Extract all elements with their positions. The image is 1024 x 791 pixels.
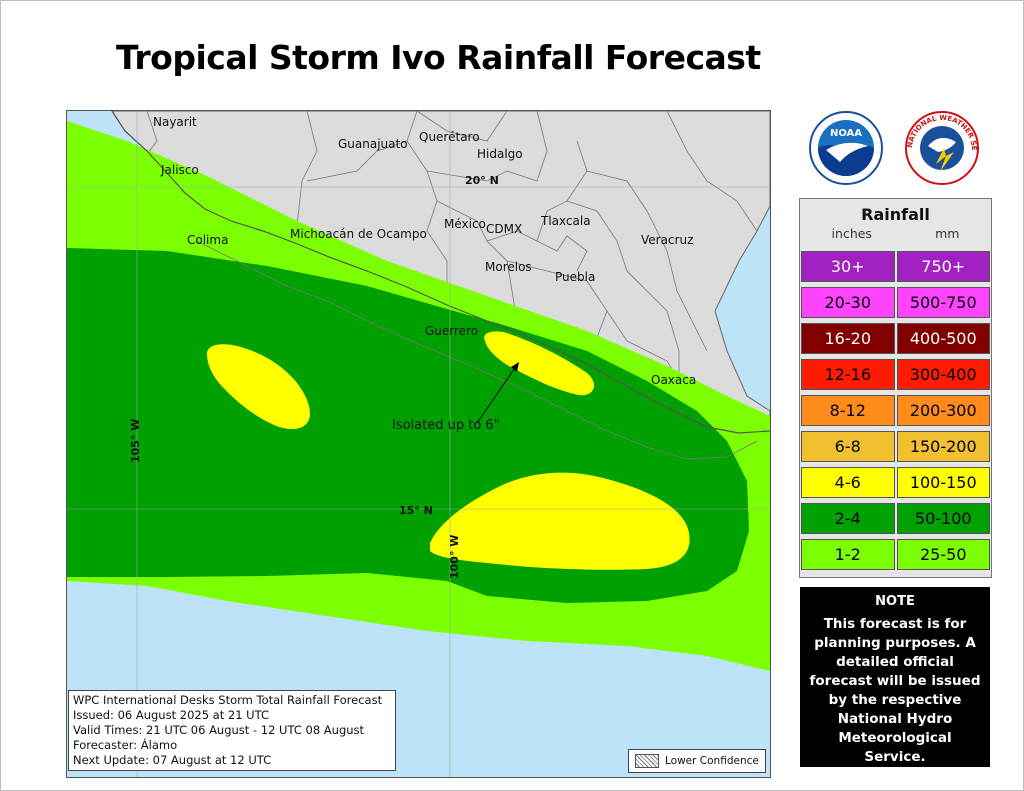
legend-row: 8-12 200-300 [800, 395, 991, 426]
lat-15-label: 15° N [399, 504, 433, 517]
forecast-info-box: WPC International Desks Storm Total Rain… [68, 690, 396, 771]
place-label-tlaxcala: Tlaxcala [540, 214, 591, 228]
state-boundaries [141, 111, 758, 413]
info-line-issued: Issued: 06 August 2025 at 21 UTC [73, 708, 269, 722]
place-label-morelos: Morelos [485, 260, 532, 274]
place-label-michoac-n-de-ocampo: Michoacán de Ocampo [290, 227, 427, 241]
legend-cell-inches: 16-20 [801, 323, 895, 354]
place-label-hidalgo: Hidalgo [477, 147, 523, 161]
page-title: Tropical Storm Ivo Rainfall Forecast [116, 38, 761, 77]
noaa-logo-text: NOAA [830, 128, 862, 139]
legend-row: 4-6 100-150 [800, 467, 991, 498]
legend-row: 6-8 150-200 [800, 431, 991, 462]
legend-cell-mm: 750+ [896, 251, 990, 282]
legend-title: Rainfall [861, 205, 930, 224]
legend-row: 12-16 300-400 [800, 359, 991, 390]
rainfall-map: Nayarit Jalisco Colima Michoacán de Ocampo G… [66, 110, 771, 778]
legend-cell-inches: 2-4 [801, 503, 895, 534]
legend-row: 1-2 25-50 [800, 539, 991, 570]
place-label-colima: Colima [187, 233, 228, 247]
legend-header: Rainfall inches mm [800, 199, 991, 246]
place-label-oaxaca: Oaxaca [651, 373, 696, 387]
legend-unit-inches: inches [831, 226, 872, 241]
legend-cell-inches: 8-12 [801, 395, 895, 426]
place-label-nayarit: Nayarit [153, 115, 197, 129]
coastline [111, 111, 770, 434]
note-title: NOTE [875, 594, 915, 609]
lat-20-label: 20° N [465, 174, 499, 187]
legend-cell-mm: 100-150 [896, 467, 990, 498]
legend-row: 20-30 500-750 [800, 287, 991, 318]
legend-cell-inches: 1-2 [801, 539, 895, 570]
legend-rows: 30+ 750+ 20-30 500-750 16-20 400-500 12-16 300-… [800, 251, 991, 570]
graticule [67, 111, 770, 777]
info-line-product: WPC International Desks Storm Total Rain… [73, 693, 383, 707]
place-labels: Nayarit Jalisco Colima Michoacán de Ocampo G… [153, 115, 696, 387]
place-label-guanajuato: Guanajuato [338, 137, 408, 151]
legend-cell-inches: 6-8 [801, 431, 895, 462]
place-label-veracruz: Veracruz [641, 233, 693, 247]
band-4-6-inches-north [484, 331, 594, 396]
legend-cell-inches: 30+ [801, 251, 895, 282]
lon-105-label: 105° W [129, 419, 142, 463]
rainfall-legend: Rainfall inches mm 30+ 750+ 20-30 500-750 16… [799, 198, 992, 578]
legend-cell-mm: 500-750 [896, 287, 990, 318]
info-line-forecaster: Forecaster: Álamo [73, 738, 178, 752]
hatch-swatch-icon [635, 754, 659, 768]
band-4-6-inches-west [206, 344, 310, 430]
logos-canvas: NOAA NATIONAL WEATHER SERVICE [797, 104, 979, 185]
inland-boundary [196, 240, 758, 460]
annotation-label: Isolated up to 6" [392, 418, 500, 433]
place-label-guerrero: Guerrero [425, 324, 478, 338]
legend-cell-mm: 25-50 [896, 539, 990, 570]
legend-row: 30+ 750+ [800, 251, 991, 282]
info-line-valid: Valid Times: 21 UTC 06 August - 12 UTC 0… [73, 723, 365, 737]
lower-confidence-label: Lower Confidence [665, 755, 759, 767]
info-line-next-update: Next Update: 07 August at 12 UTC [73, 753, 272, 767]
lon-100-label: 100° W [448, 535, 461, 579]
place-label-puebla: Puebla [555, 270, 595, 284]
legend-unit-mm: mm [935, 226, 960, 241]
note-box: NOTE This forecast is for planning purpo… [800, 587, 990, 767]
agency-logos: NOAA NATIONAL WEATHER SERVICE [797, 104, 990, 190]
note-text: This forecast is for planning purposes. … [809, 616, 981, 765]
legend-cell-mm: 300-400 [896, 359, 990, 390]
noaa-logo-icon: NOAA [809, 111, 883, 185]
legend-cell-mm: 150-200 [896, 431, 990, 462]
legend-cell-mm: 50-100 [896, 503, 990, 534]
place-label-m-xico: México [444, 217, 486, 231]
legend-units: inches mm [800, 226, 991, 241]
legend-row: 2-4 50-100 [800, 503, 991, 534]
place-label-quer-taro: Querétaro [419, 130, 480, 144]
place-label-cdmx: CDMX [486, 222, 522, 236]
map-canvas: Nayarit Jalisco Colima Michoacán de Ocampo G… [67, 111, 770, 777]
place-label-jalisco: Jalisco [160, 163, 199, 177]
legend-cell-inches: 12-16 [801, 359, 895, 390]
legend-cell-inches: 20-30 [801, 287, 895, 318]
legend-cell-mm: 200-300 [896, 395, 990, 426]
annotation-arrow [476, 362, 519, 424]
legend-row: 16-20 400-500 [800, 323, 991, 354]
legend-cell-mm: 400-500 [896, 323, 990, 354]
grid-labels: 20° N 15° N 105° W 100° W [129, 174, 499, 579]
lower-confidence-key: Lower Confidence [628, 749, 766, 773]
band-4-6-inches-south [430, 472, 690, 570]
legend-cell-inches: 4-6 [801, 467, 895, 498]
